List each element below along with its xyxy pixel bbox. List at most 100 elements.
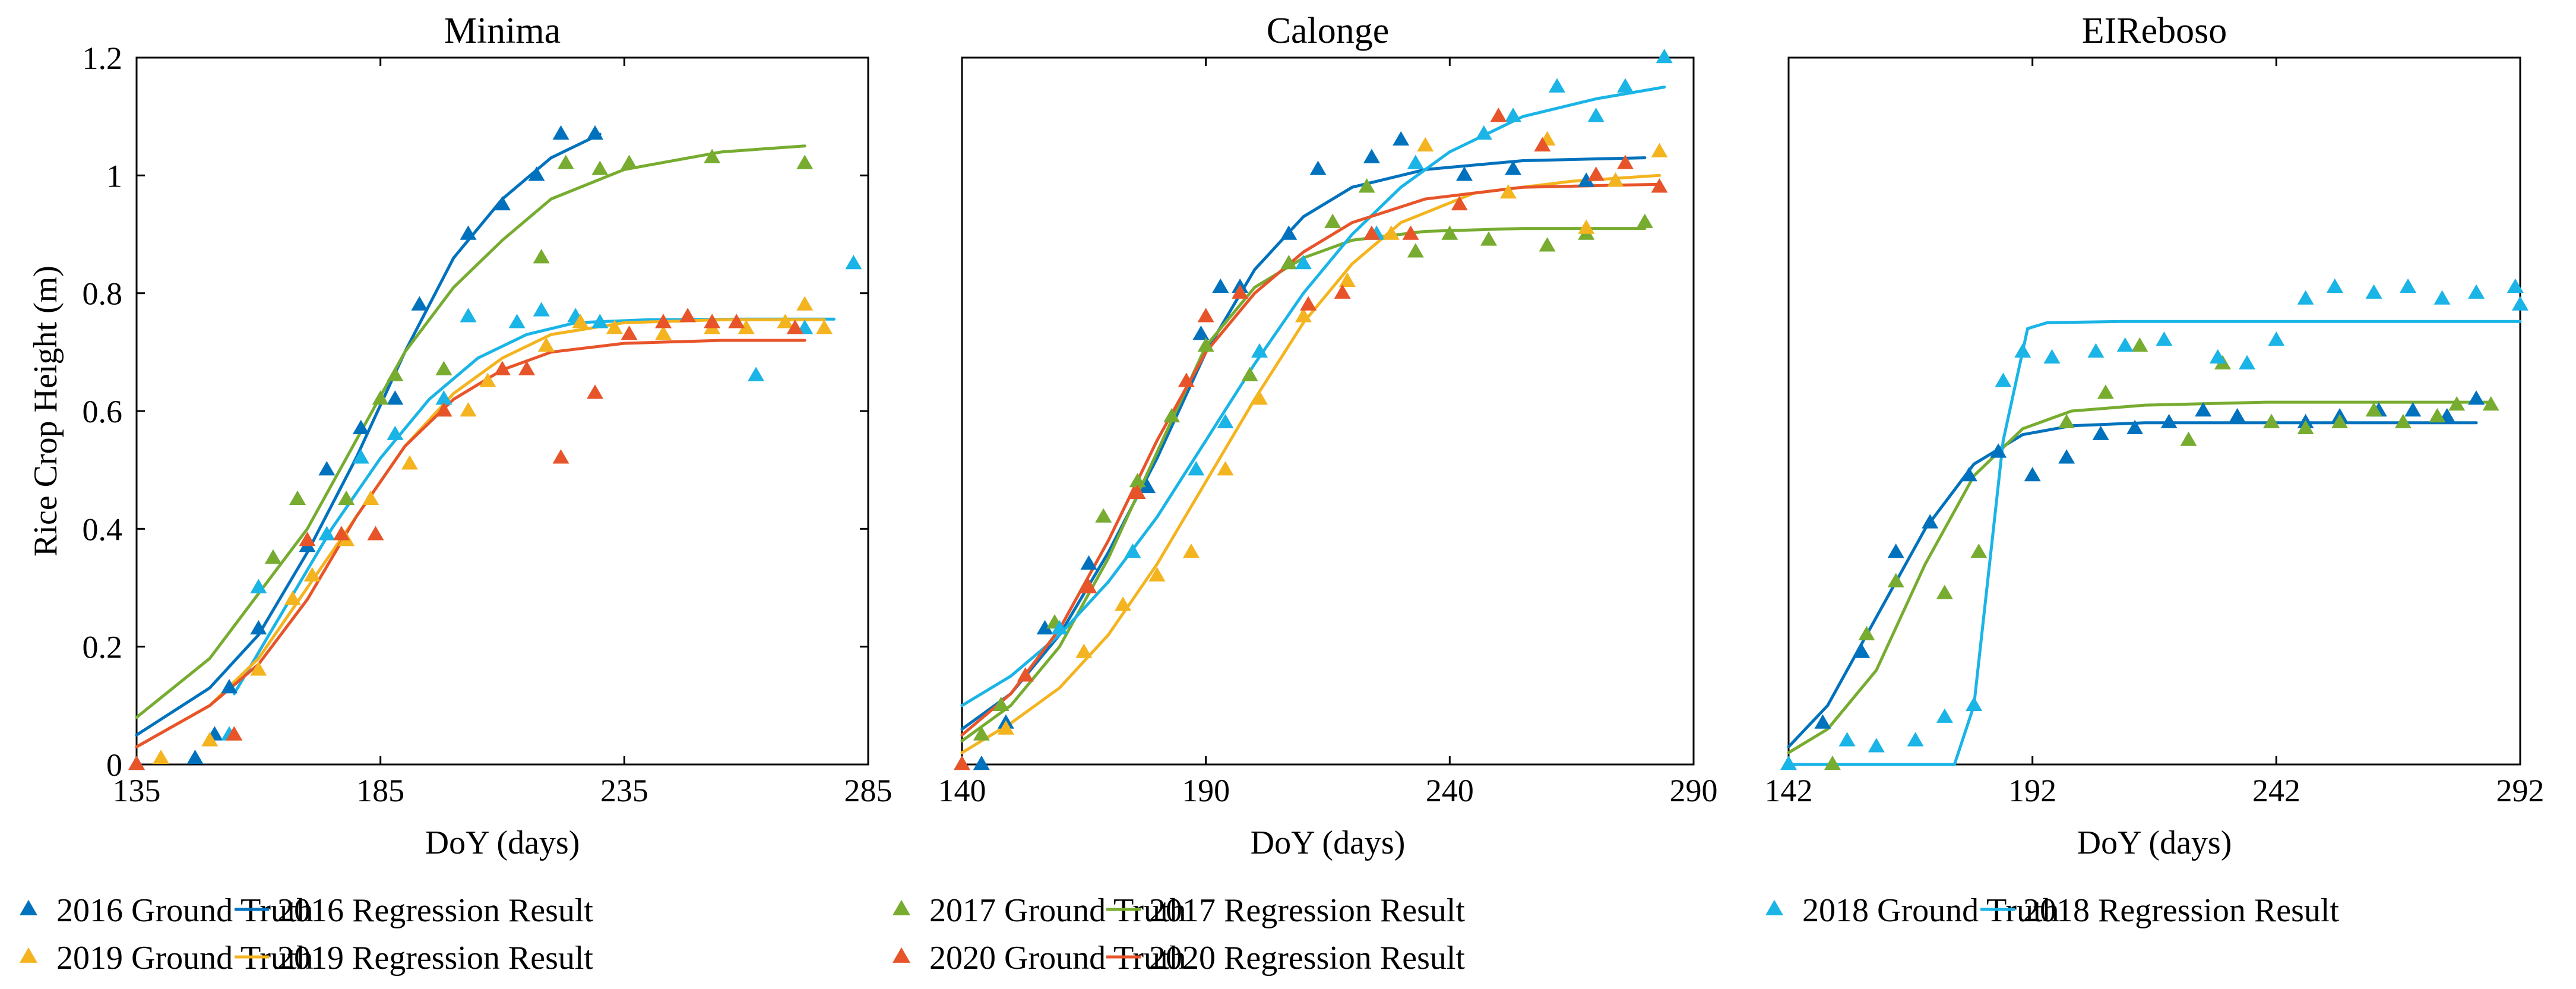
legend-label: 2017 Ground Truth: [929, 892, 1186, 929]
ground-truth-marker-2018: [2087, 343, 2105, 358]
ground-truth-marker-2017: [557, 154, 574, 169]
ground-truth-marker-2018: [1188, 461, 1205, 476]
ground-truth-marker-2020: [367, 526, 384, 541]
ground-truth-marker-2020: [435, 402, 452, 417]
ground-truth-marker-2017: [2394, 413, 2412, 429]
x-tick-label: 185: [356, 773, 404, 808]
y-tick-label: 1: [106, 158, 122, 194]
x-tick-label: 292: [2496, 773, 2545, 808]
ground-truth-marker-2017: [1358, 178, 1375, 193]
ground-truth-marker-2018: [1295, 255, 1312, 270]
ground-truth-marker-2017: [1280, 255, 1298, 270]
ground-truth-marker-2020: [226, 726, 243, 741]
ground-truth-marker-2018: [2209, 349, 2226, 364]
ground-truth-marker-2018: [1217, 413, 1234, 429]
ground-truth-marker-2016: [186, 750, 204, 764]
ground-truth-marker-2018: [748, 366, 765, 381]
legend-marker-icon: [20, 899, 37, 915]
ground-truth-marker-2016: [318, 461, 336, 476]
ground-truth-marker-2020: [1534, 137, 1551, 151]
ground-truth-marker-2019: [1183, 543, 1200, 558]
ground-truth-marker-2016: [221, 679, 238, 694]
ground-truth-marker-2018: [508, 314, 526, 328]
legend-label: 2019 Ground Truth: [56, 940, 314, 977]
ground-truth-marker-2016: [2126, 419, 2144, 434]
ground-truth-marker-2018: [2433, 290, 2451, 305]
ground-truth-marker-2016: [1887, 543, 1904, 558]
ground-truth-marker-2017: [1197, 337, 1214, 352]
chart-panel-1: Minima 135 185 235 285 0 0.2 0.4 0.6 0.8 1 1.2 DoY (…: [27, 11, 893, 861]
legend-item: 2016 Ground Truth: [20, 892, 314, 929]
ground-truth-marker-2016: [1393, 131, 1410, 146]
ground-truth-marker-2019: [284, 590, 301, 605]
ground-truth-marker-2020: [587, 384, 604, 399]
ground-truth-marker-2018: [1907, 732, 1924, 747]
ground-truth-marker-2016: [2195, 402, 2212, 417]
regression-line-2020: [960, 182, 1661, 737]
ground-truth-marker-2016: [1853, 643, 1871, 658]
ground-truth-marker-2018: [435, 390, 452, 405]
ground-truth-marker-2020: [1197, 308, 1214, 323]
ground-truth-marker-2017: [1407, 243, 1424, 258]
ground-truth-marker-2016: [552, 125, 569, 140]
legend-label: 2016 Ground Truth: [56, 892, 314, 929]
ground-truth-marker-2018: [1936, 708, 1953, 723]
x-tick-label: 192: [2008, 773, 2056, 808]
ground-truth-marker-2016: [2092, 425, 2109, 440]
ground-truth-marker-2018: [2043, 349, 2061, 364]
ground-truth-marker-2016: [587, 125, 604, 140]
ground-truth-marker-2016: [1922, 514, 1939, 529]
legend-label: 2016 Regression Result: [277, 892, 593, 929]
ground-truth-marker-2016: [1036, 620, 1053, 635]
ground-truth-marker-2019: [1382, 225, 1400, 240]
ground-truth-marker-2018: [2512, 296, 2528, 311]
regression-line-2018: [960, 86, 1666, 707]
legend-label: 2018 Regression Result: [2023, 892, 2339, 929]
ground-truth-marker-2016: [2160, 413, 2178, 429]
ground-truth-marker-2016: [1212, 278, 1229, 293]
ground-truth-marker-2019: [401, 455, 418, 470]
ground-truth-marker-2020: [1334, 284, 1351, 299]
ground-truth-marker-2017: [387, 366, 404, 381]
ground-truth-marker-2020: [1490, 108, 1507, 122]
ground-truth-marker-2019: [1075, 643, 1093, 658]
ground-truth-marker-2016: [528, 166, 545, 181]
ground-truth-marker-2020: [786, 320, 803, 334]
ground-truth-marker-2018: [352, 449, 369, 464]
ground-truth-marker-2020: [128, 755, 145, 770]
ground-truth-marker-2018: [2268, 331, 2285, 346]
ground-truth-marker-2016: [1363, 148, 1380, 163]
ground-truth-marker-2020: [1232, 284, 1249, 299]
ground-truth-marker-2018: [591, 314, 609, 328]
legend-label: 2020 Regression Result: [1149, 940, 1465, 977]
ground-truth-marker-2019: [1115, 596, 1132, 611]
ground-truth-marker-2018: [387, 425, 404, 440]
x-tick-label: 285: [844, 773, 893, 808]
ground-truth-marker-2016: [2024, 467, 2041, 482]
ground-truth-marker-2018: [1995, 372, 2012, 387]
ground-truth-marker-2018: [460, 308, 477, 323]
ground-truth-marker-2020: [1300, 296, 1317, 311]
legend-item: 2019 Regression Result: [235, 940, 593, 977]
x-axis-label: DoY (days): [2077, 824, 2232, 861]
x-tick-label: 140: [938, 773, 986, 808]
x-tick-label: 190: [1182, 773, 1230, 808]
ground-truth-marker-2017: [2297, 419, 2314, 434]
ground-truth-marker-2017: [2365, 402, 2382, 417]
ground-truth-marker-2016: [460, 225, 477, 240]
plot-frame: [961, 56, 1695, 766]
ground-truth-marker-2017: [1095, 508, 1112, 523]
ground-truth-marker-2018: [1587, 108, 1605, 122]
ground-truth-marker-2017: [1163, 407, 1181, 423]
ground-truth-marker-2017: [289, 490, 306, 505]
ground-truth-marker-2018: [2297, 290, 2314, 305]
y-tick-label: 0.8: [83, 276, 123, 312]
y-tick-label: 1.2: [83, 40, 123, 76]
ground-truth-marker-2017: [2331, 413, 2349, 429]
legend-label: 2019 Regression Result: [277, 940, 593, 977]
y-tick-label: 0.2: [83, 630, 123, 665]
ground-truth-marker-2018: [250, 579, 267, 593]
ground-truth-marker-2018: [1868, 738, 1885, 753]
legend-item: 2016 Regression Result: [235, 892, 593, 929]
ground-truth-marker-2019: [1251, 390, 1268, 405]
